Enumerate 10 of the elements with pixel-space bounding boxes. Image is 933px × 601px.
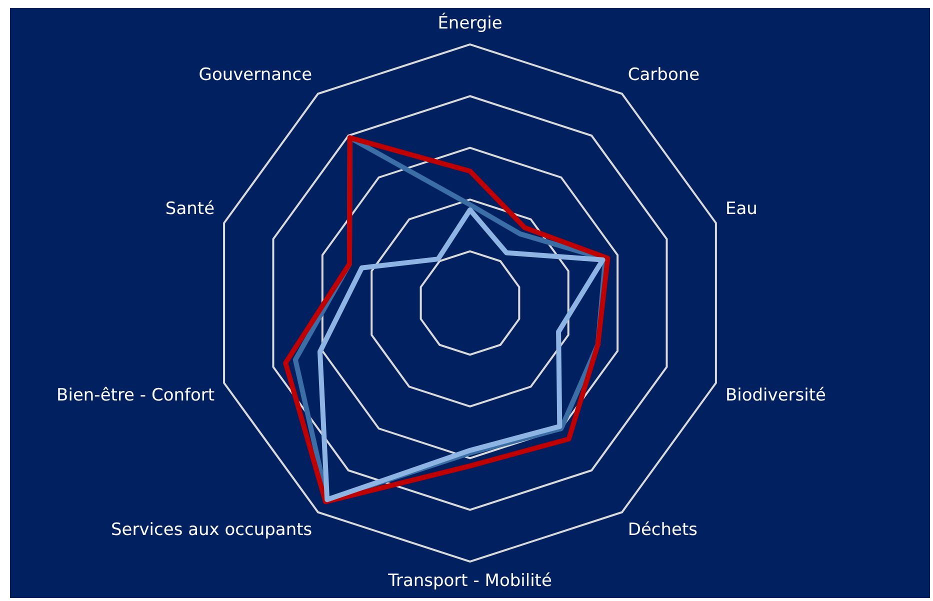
spoke-label: Eau	[725, 199, 758, 220]
spoke-label: Gouvernance	[198, 64, 312, 85]
spoke-label: Énergie	[438, 12, 502, 34]
spoke-label: Services aux occupants	[110, 520, 312, 540]
spoke-label: Déchets	[628, 520, 698, 540]
spoke-label: Carbone	[628, 64, 700, 85]
spoke-label: Santé	[165, 199, 215, 220]
spoke-label: Transport - Mobilité	[387, 571, 552, 592]
spoke-label: Biodiversité	[725, 386, 826, 406]
spoke-label: Bien-être - Confort	[56, 386, 215, 406]
